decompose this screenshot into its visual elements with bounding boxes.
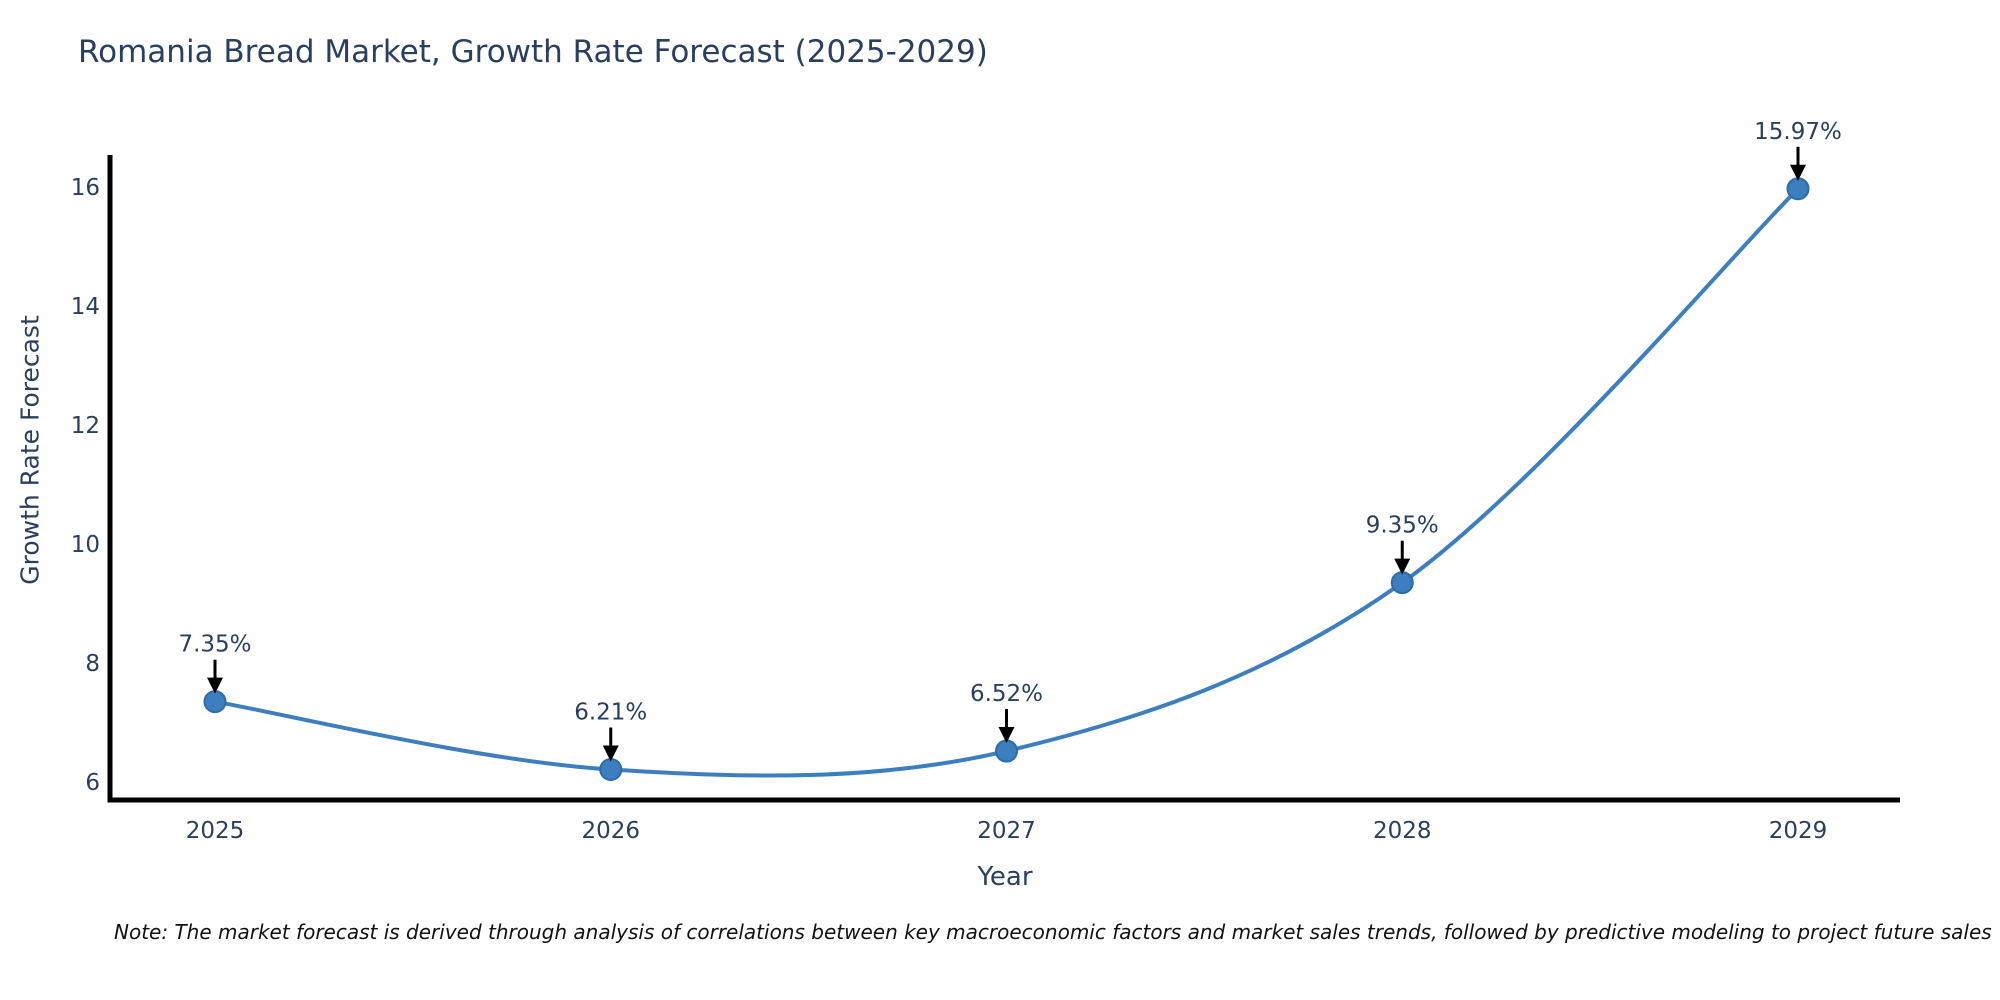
annotation-arrowhead (602, 745, 619, 762)
data-point-label: 15.97% (1754, 119, 1842, 145)
footnote: Note: The market forecast is derived thr… (114, 920, 1992, 944)
x-axis-title: Year (977, 862, 1033, 892)
data-point-label: 7.35% (178, 632, 251, 658)
annotation-arrowhead (1394, 558, 1411, 575)
x-tick-label: 2028 (1373, 818, 1432, 844)
y-tick-label: 12 (71, 413, 100, 439)
data-point-label: 9.35% (1366, 513, 1439, 539)
x-tick-label: 2029 (1769, 818, 1828, 844)
x-tick-label: 2026 (581, 818, 640, 844)
y-tick-label: 10 (71, 532, 100, 558)
annotation-arrowhead (1790, 164, 1806, 181)
data-point (995, 739, 1018, 763)
y-tick-label: 14 (71, 294, 100, 320)
annotation-arrowhead (207, 677, 223, 694)
data-point-label: 6.21% (574, 700, 647, 726)
annotation-arrowhead (998, 727, 1015, 744)
y-tick-label: 16 (71, 175, 100, 201)
data-point (599, 758, 623, 782)
data-point (1786, 177, 1810, 201)
forecast-curve (213, 186, 1800, 778)
y-tick-label: 6 (85, 770, 100, 796)
data-point-label: 6.52% (970, 681, 1043, 707)
x-tick-label: 2025 (186, 818, 245, 844)
chart-title: Romania Bread Market, Growth Rate Foreca… (78, 34, 988, 70)
data-point (1390, 571, 1414, 595)
y-tick-label: 8 (85, 651, 100, 677)
data-point (203, 690, 227, 714)
x-tick-label: 2027 (977, 818, 1036, 844)
